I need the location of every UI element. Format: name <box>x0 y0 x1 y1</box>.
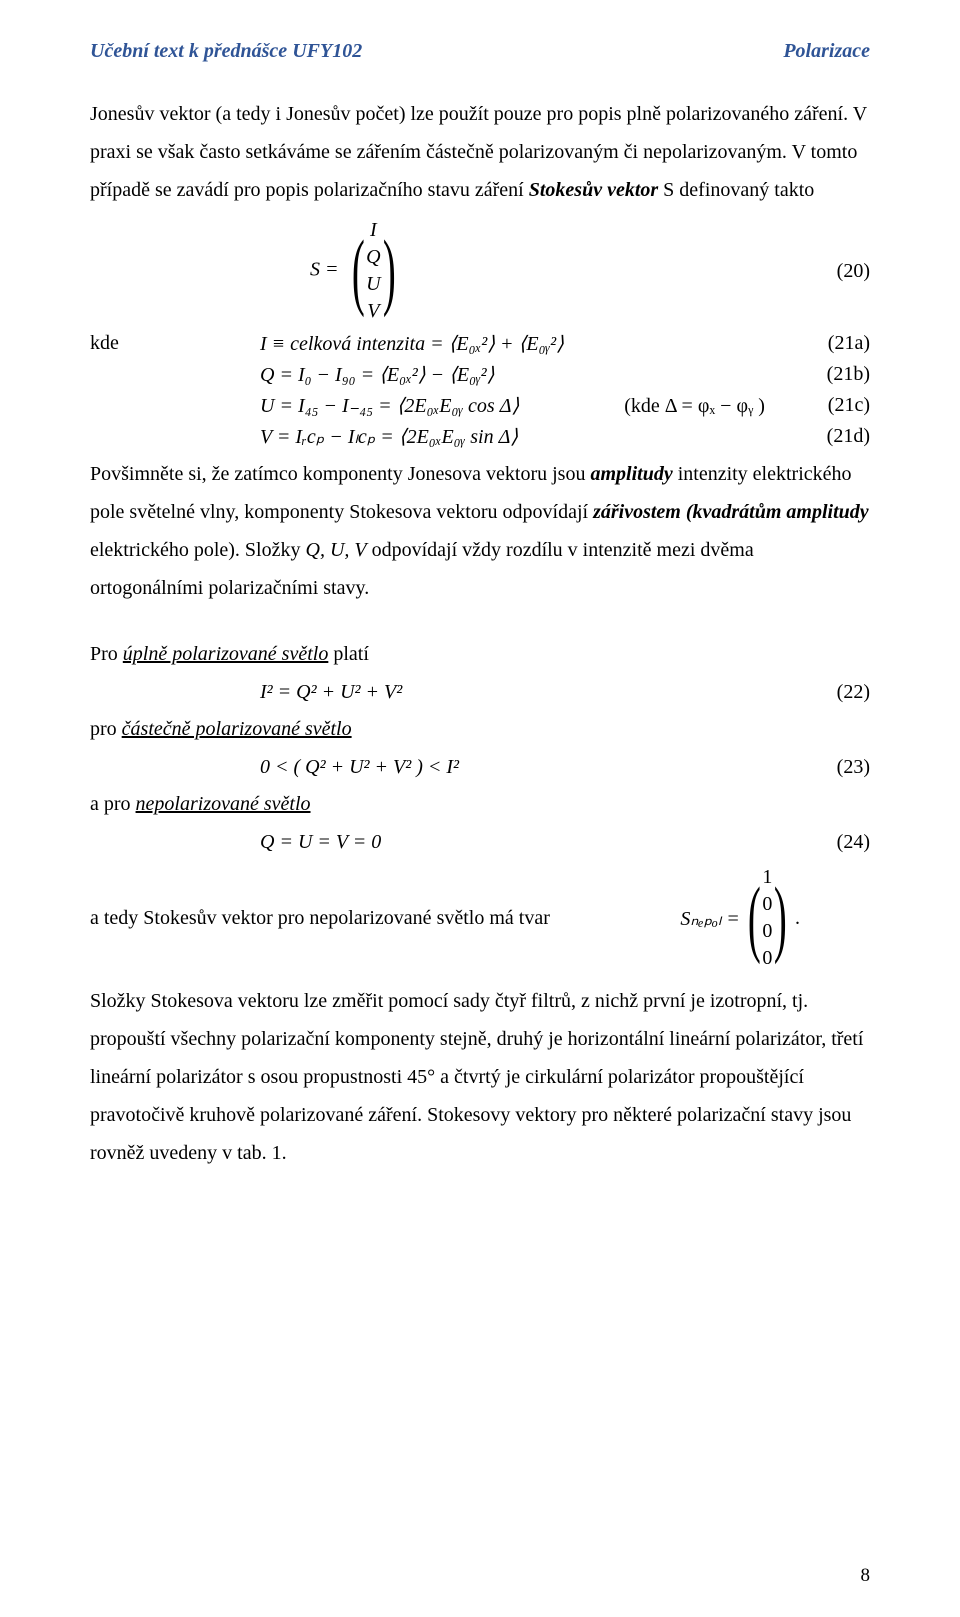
para3-c: platí <box>333 643 369 665</box>
para4-b: částečně polarizované světlo <box>122 718 352 740</box>
eq23-text: 0 < ( Q² + U² + V² ) < I² <box>160 756 800 779</box>
para2-b: amplitudy <box>590 463 672 485</box>
eq23-num: (23) <box>800 756 870 779</box>
para2-e: elektrického pole). Složky <box>90 539 306 561</box>
para3-a: Pro <box>90 643 123 665</box>
para6-text: a tedy Stokesův vektor pro nepolarizovan… <box>90 907 550 930</box>
vec-row: Q <box>366 244 380 271</box>
para1-bold: Stokesův vektor <box>529 179 658 201</box>
equation-20: S = ( I Q U V ) (20) <box>90 217 870 325</box>
para2-a: Povšimněte si, že zatímco komponenty Jon… <box>90 463 590 485</box>
kde-label: kde <box>90 332 160 355</box>
equation-24: Q = U = V = 0 (24) <box>90 831 870 854</box>
right-paren-icon: ) <box>382 234 395 307</box>
equation-21b: Q = I₀ − I₉₀ = ⟨E₀ₓ²⟩ − ⟨E₀ᵧ²⟩ (21b) <box>90 362 870 387</box>
column-vector-nepol: ( 1 0 0 0 ) <box>740 864 795 972</box>
right-paren-icon: ) <box>774 881 787 954</box>
snepol-lhs: Sₙₑₚₒₗ = <box>680 906 739 931</box>
page-header: Učební text k přednášce UFY102 Polarizac… <box>90 40 870 63</box>
paragraph-7: Složky Stokesova vektoru lze změřit pomo… <box>90 982 870 1172</box>
eq21d-num: (21d) <box>800 425 870 448</box>
para4-a: pro <box>90 718 122 740</box>
vec-row: 1 <box>762 864 772 891</box>
snepol-dot: . <box>795 907 800 930</box>
page-number: 8 <box>861 1565 871 1587</box>
eq21c-mid: (kde Δ = φₓ − φᵧ ) <box>524 395 777 417</box>
header-right: Polarizace <box>783 40 870 63</box>
eq24-num: (24) <box>800 831 870 854</box>
equation-21a: kde I ≡ celková intenzita = ⟨E₀ₓ²⟩ + ⟨E₀… <box>90 331 870 356</box>
paragraph-5: a pro nepolarizované světlo <box>90 785 870 823</box>
eq24-text: Q = U = V = 0 <box>160 831 800 854</box>
column-vector-s: ( I Q U V ) <box>344 217 404 325</box>
para1-tail: S definovaný takto <box>663 179 814 201</box>
paragraph-3: Pro úplně polarizované světlo platí <box>90 635 870 673</box>
para2-d: zářivostem (kvadrátům amplitudy <box>593 501 869 523</box>
paragraph-4: pro částečně polarizované světlo <box>90 710 870 748</box>
eq22-text: I² = Q² + U² + V² <box>160 681 800 704</box>
eq21b-num: (21b) <box>800 363 870 386</box>
vec-row: 0 <box>762 945 772 972</box>
eq21d-text: V = Iᵣcₚ − Iₗcₚ = ⟨2E₀ₓE₀ᵧ sin Δ⟩ <box>160 424 800 449</box>
vec-row: 0 <box>762 891 772 918</box>
equation-23: 0 < ( Q² + U² + V² ) < I² (23) <box>90 756 870 779</box>
vec-row: U <box>366 271 380 298</box>
para5-a: a pro <box>90 793 136 815</box>
eq21b-text: Q = I₀ − I₉₀ = ⟨E₀ₓ²⟩ − ⟨E₀ᵧ²⟩ <box>160 362 800 387</box>
eq20-lhs: S = <box>310 259 339 281</box>
left-paren-icon: ( <box>351 234 364 307</box>
left-paren-icon: ( <box>748 881 761 954</box>
eq21c-num: (21c) <box>800 394 870 417</box>
para5-b: nepolarizované světlo <box>136 793 311 815</box>
vec-row: I <box>370 217 377 244</box>
eq22-num: (22) <box>800 681 870 704</box>
para2-quv: Q, U, V <box>306 539 367 561</box>
header-left: Učební text k přednášce UFY102 <box>90 40 362 63</box>
vec-row: V <box>367 298 379 325</box>
paragraph-1: Jonesův vektor (a tedy i Jonesův počet) … <box>90 95 870 209</box>
para3-b: úplně polarizované světlo <box>123 643 329 665</box>
eq20-num: (20) <box>800 260 870 283</box>
eq21c-text: U = I₄₅ − I₋₄₅ = ⟨2E₀ₓE₀ᵧ cos Δ⟩ <box>260 395 519 417</box>
vec-row: 0 <box>762 918 772 945</box>
paragraph-2: Povšimněte si, že zatímco komponenty Jon… <box>90 455 870 607</box>
equation-21d: V = Iᵣcₚ − Iₗcₚ = ⟨2E₀ₓE₀ᵧ sin Δ⟩ (21d) <box>90 424 870 449</box>
equation-snepol: a tedy Stokesův vektor pro nepolarizovan… <box>90 864 870 972</box>
equation-21c: U = I₄₅ − I₋₄₅ = ⟨2E₀ₓE₀ᵧ cos Δ⟩ (kde Δ … <box>90 393 870 418</box>
equation-22: I² = Q² + U² + V² (22) <box>90 681 870 704</box>
eq21a-text: I ≡ celková intenzita = ⟨E₀ₓ²⟩ + ⟨E₀ᵧ²⟩ <box>160 331 800 356</box>
eq21a-num: (21a) <box>800 332 870 355</box>
